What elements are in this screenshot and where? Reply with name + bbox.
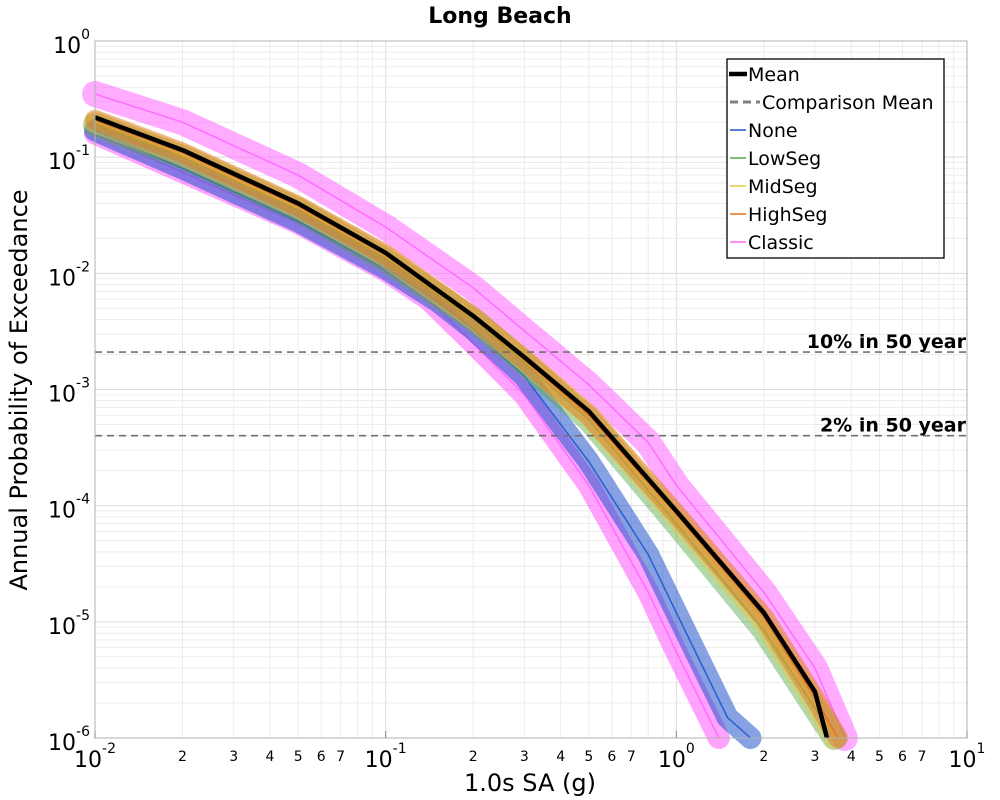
x-minor-tick-label: 2 [469, 749, 478, 765]
x-tick-label: 100 [658, 741, 695, 773]
y-tick-label: 10-3 [48, 376, 90, 408]
mean-series [94, 115, 830, 739]
reference-line-label: 2% in 50 year [820, 415, 967, 437]
reference-line-label: 10% in 50 year [807, 331, 967, 353]
x-axis-label: 1.0s SA (g) [464, 769, 596, 797]
x-minor-tick-label: 6 [898, 749, 907, 765]
legend-label-mean: Mean [748, 64, 800, 86]
x-minor-tick-label: 2 [759, 749, 768, 765]
x-tick-label: 10-1 [365, 741, 407, 773]
reference-lines: 10% in 50 year 2% in 50 year [95, 331, 967, 437]
legend-label-lowseg: LowSeg [748, 148, 821, 170]
series-line-classic [94, 93, 846, 739]
legend-box [726, 58, 945, 259]
chart-title: Long Beach [428, 4, 571, 29]
y-tick-label: 10-2 [48, 259, 90, 291]
x-minor-tick-label: 3 [520, 749, 529, 765]
x-minor-tick-label: 5 [584, 749, 593, 765]
legend-label-comparison-mean: Comparison Mean [762, 92, 934, 114]
series-line-none [94, 129, 751, 739]
x-tick-label: 101 [949, 741, 986, 773]
y-axis-label: Annual Probability of Exceedance [5, 189, 33, 590]
x-minor-tick-label: 3 [229, 749, 238, 765]
y-tick-label: 100 [53, 27, 90, 59]
legend-label-highseg: HighSeg [748, 204, 827, 226]
y-tick-label: 10-4 [48, 492, 90, 524]
x-minor-tick-label: 4 [847, 749, 856, 765]
x-minor-tick-label: 6 [317, 749, 326, 765]
x-minor-tick-label: 4 [266, 749, 275, 765]
x-minor-tick-label: 5 [875, 749, 884, 765]
legend-label-classic: Classic [748, 232, 814, 254]
legend-label-midseg: MidSeg [748, 176, 818, 198]
x-minor-tick-label: 2 [178, 749, 187, 765]
series-line-lowseg [94, 124, 836, 739]
y-tick-label: 10-1 [48, 143, 90, 175]
plot-frame [94, 40, 968, 739]
x-minor-tick-label: 5 [294, 749, 303, 765]
x-tick-label: 10-2 [74, 741, 116, 773]
series-line-mean [94, 115, 830, 739]
legend: Mean Comparison Mean None LowSeg MidSeg HighS… [726, 58, 945, 259]
x-minor-tick-label: 7 [336, 749, 345, 765]
legend-label-none: None [748, 120, 798, 142]
x-minor-tick-label: 3 [811, 749, 820, 765]
x-minor-tick-label: 6 [607, 749, 616, 765]
y-tick-label: 10-5 [48, 608, 90, 640]
y-tick-label: 10-6 [48, 724, 90, 756]
x-minor-tick-label: 4 [556, 749, 565, 765]
x-minor-tick-label: 7 [918, 749, 927, 765]
x-minor-tick-label: 7 [627, 749, 636, 765]
